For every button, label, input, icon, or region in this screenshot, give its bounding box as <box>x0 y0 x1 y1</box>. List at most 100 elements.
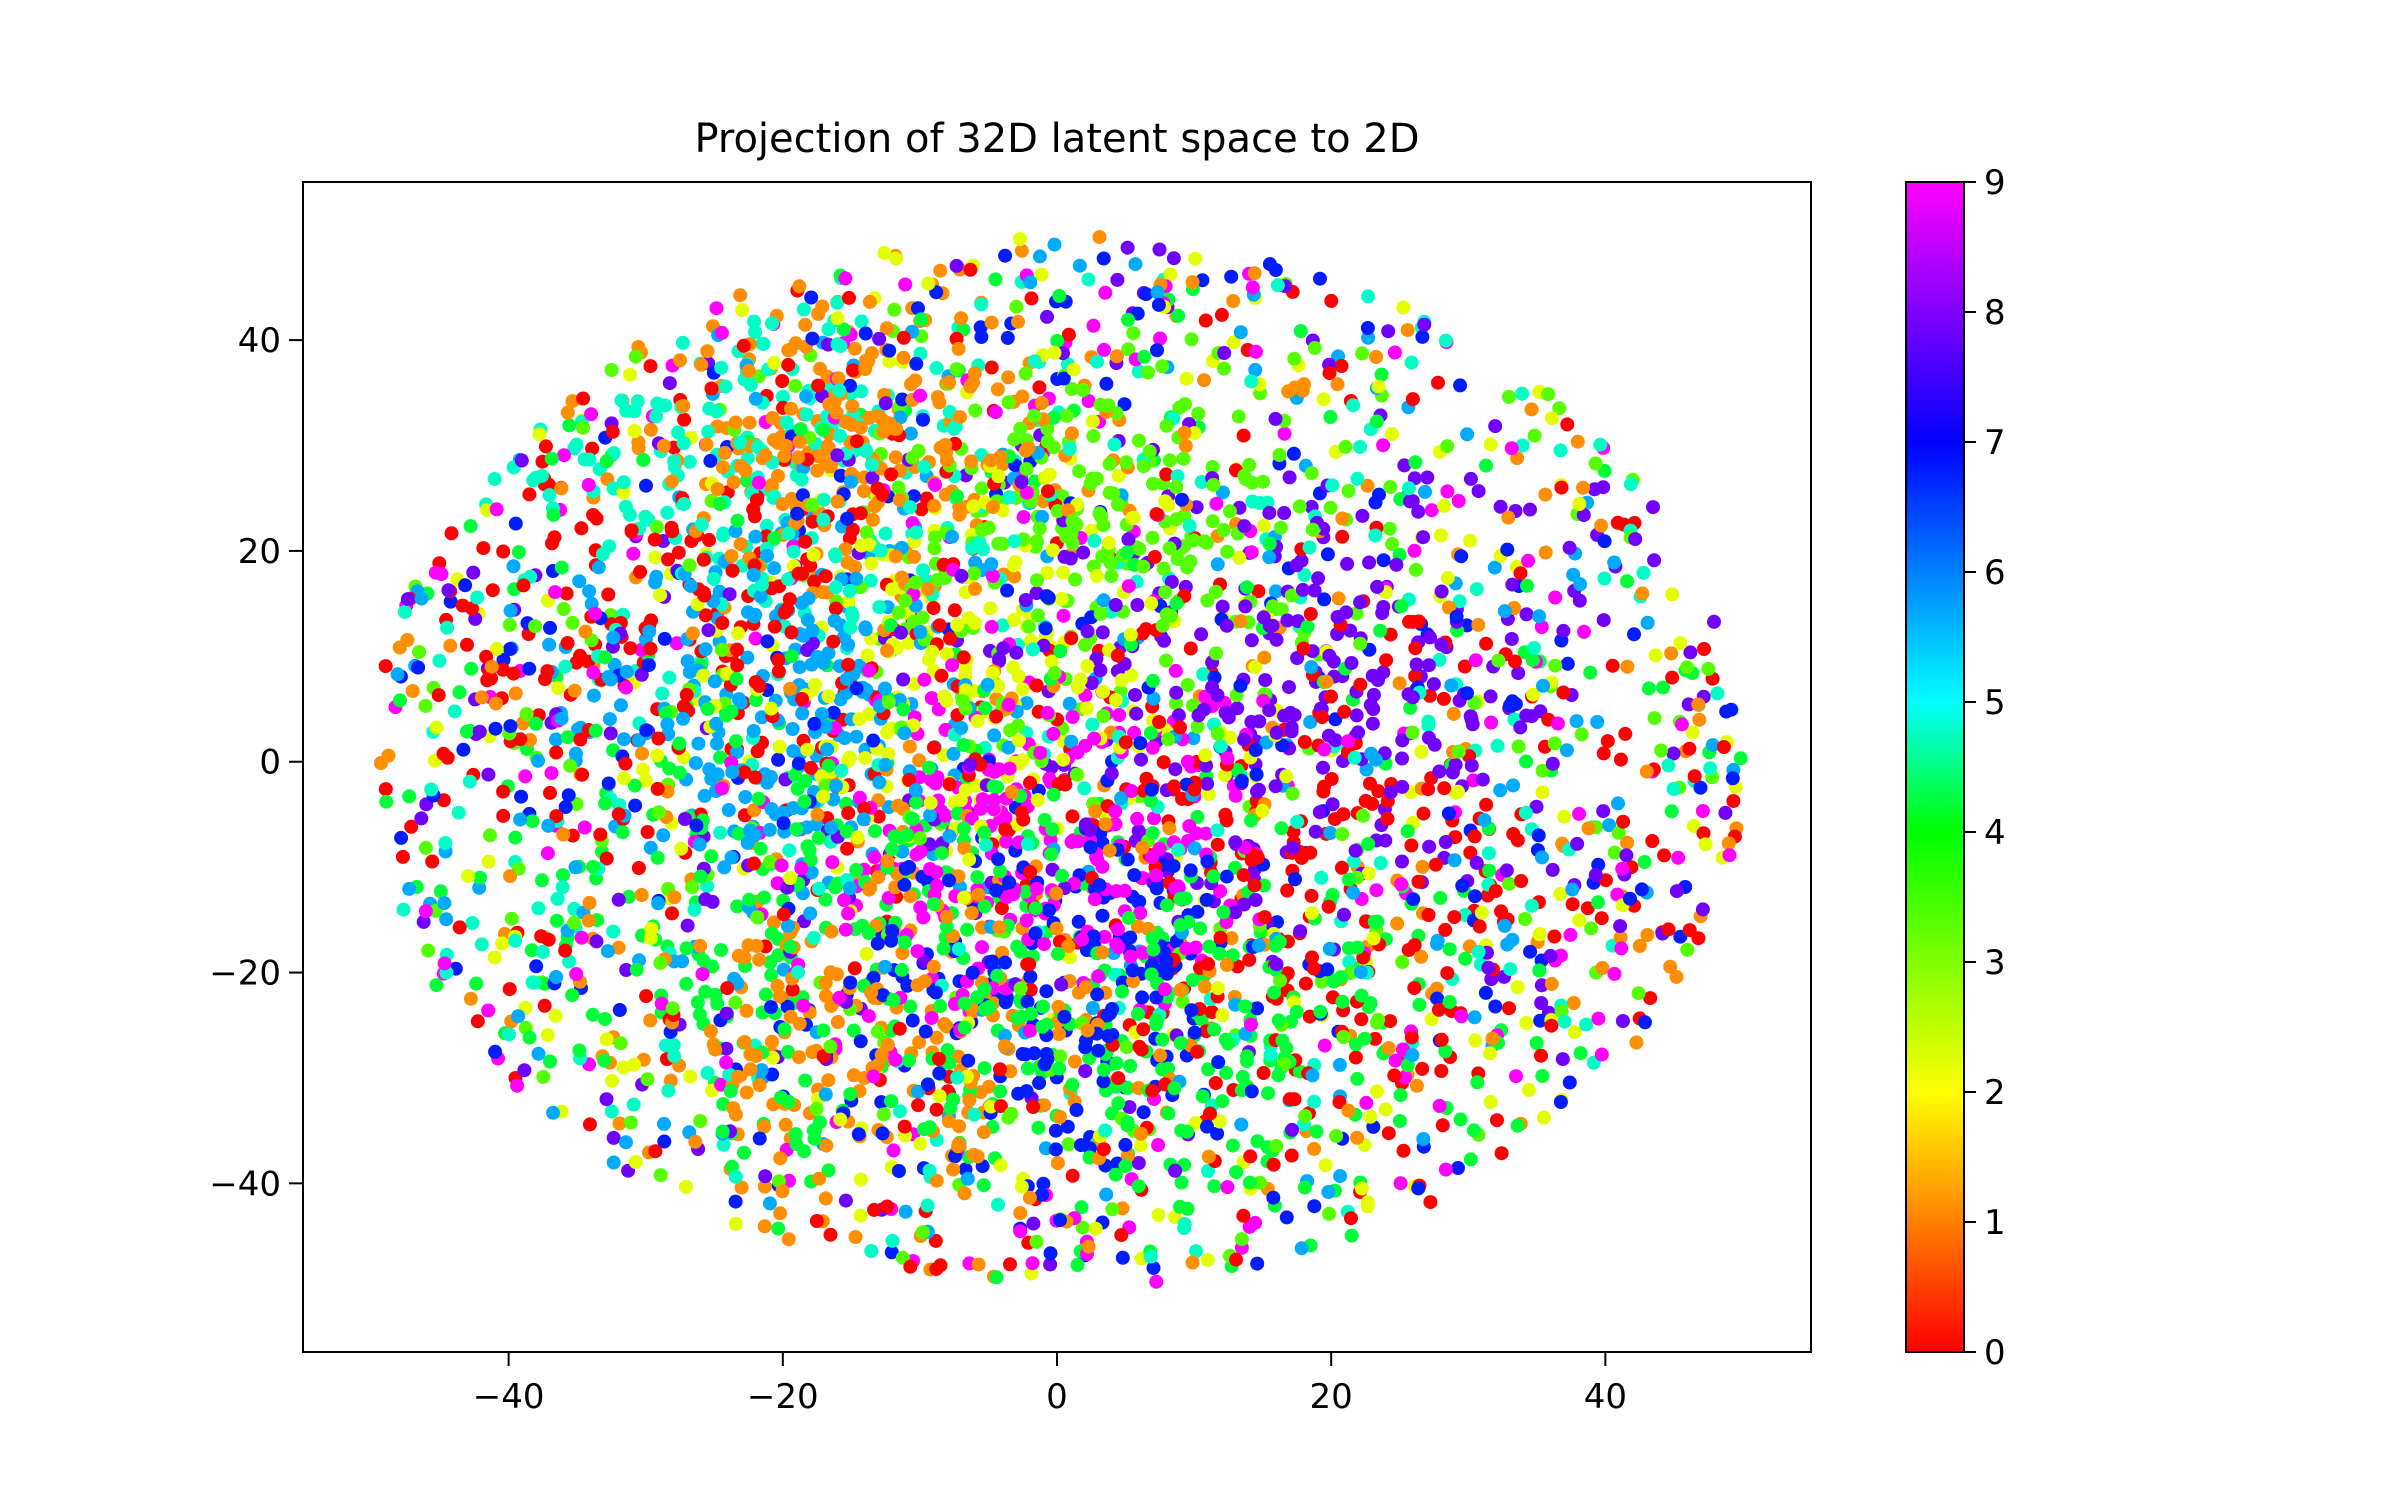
data-point <box>800 612 815 627</box>
data-point <box>1108 804 1123 819</box>
data-point <box>1119 1040 1134 1055</box>
data-point <box>823 965 838 980</box>
data-point <box>1159 653 1173 668</box>
data-point <box>1032 249 1047 264</box>
data-point <box>1217 361 1231 376</box>
data-point <box>1037 470 1052 485</box>
data-point <box>1087 892 1102 907</box>
data-point <box>878 526 893 541</box>
data-point <box>838 271 853 286</box>
data-point <box>889 422 904 436</box>
data-point <box>781 357 796 372</box>
data-point <box>823 1039 838 1054</box>
data-point <box>1210 837 1225 852</box>
data-point <box>481 854 496 869</box>
data-point <box>1013 232 1027 246</box>
data-point <box>908 598 923 613</box>
data-point <box>1342 955 1357 969</box>
data-point <box>586 859 601 874</box>
data-point <box>1434 1064 1449 1078</box>
data-point <box>560 636 575 650</box>
data-point <box>1614 941 1629 956</box>
data-point <box>1414 949 1429 964</box>
data-point <box>879 321 894 336</box>
data-point <box>693 869 708 884</box>
data-point <box>595 547 610 562</box>
data-point <box>1509 1069 1523 1084</box>
data-point <box>1262 505 1277 520</box>
data-point <box>1591 895 1605 910</box>
data-point <box>1329 1129 1344 1143</box>
data-point <box>1304 906 1319 921</box>
data-point <box>923 808 937 823</box>
data-point <box>606 1155 621 1170</box>
data-point <box>957 841 972 856</box>
data-point <box>1149 881 1164 896</box>
data-point <box>1268 411 1283 426</box>
data-point <box>468 611 483 626</box>
data-point <box>1538 545 1553 560</box>
data-point <box>1397 458 1412 473</box>
data-point <box>487 950 502 965</box>
data-point <box>1210 823 1225 838</box>
data-point <box>851 1127 866 1142</box>
data-point <box>1570 836 1585 851</box>
data-point <box>1215 1008 1230 1023</box>
data-point <box>547 530 562 545</box>
data-point <box>833 692 848 707</box>
data-point <box>1213 739 1228 754</box>
data-point <box>1523 502 1537 517</box>
data-point <box>1200 854 1215 869</box>
data-point <box>1353 636 1368 651</box>
data-point <box>904 377 918 392</box>
data-point <box>993 1099 1008 1114</box>
data-point <box>1197 979 1212 994</box>
data-point <box>655 686 670 701</box>
data-point <box>733 435 748 450</box>
data-point <box>485 583 500 598</box>
data-point <box>1363 1109 1378 1124</box>
data-point <box>577 820 592 835</box>
data-point <box>1635 586 1650 601</box>
data-point <box>1186 731 1201 746</box>
data-point <box>845 399 860 414</box>
data-point <box>611 892 626 907</box>
data-point <box>1500 937 1515 952</box>
data-point <box>806 547 821 562</box>
data-point <box>1514 874 1529 888</box>
data-point <box>730 658 745 673</box>
data-point <box>1312 805 1327 820</box>
data-point <box>701 424 716 439</box>
data-point <box>1594 1047 1609 1062</box>
data-point <box>865 512 880 527</box>
data-point <box>1387 1068 1402 1083</box>
data-point <box>1155 1062 1170 1077</box>
data-point <box>470 590 485 605</box>
data-point <box>771 1221 786 1236</box>
data-point <box>1018 1047 1033 1062</box>
data-point <box>1427 737 1442 752</box>
data-point <box>967 566 982 581</box>
data-point <box>676 436 691 451</box>
data-point <box>584 407 599 422</box>
data-point <box>871 870 886 885</box>
data-point <box>431 688 446 703</box>
data-point <box>677 812 692 826</box>
data-point <box>813 361 827 376</box>
data-point <box>910 944 925 959</box>
data-point <box>993 864 1008 879</box>
data-point <box>1015 389 1030 404</box>
data-point <box>1114 673 1129 688</box>
data-point <box>1217 768 1232 783</box>
data-point <box>558 800 573 814</box>
data-point <box>1643 991 1658 1006</box>
data-point <box>1074 1200 1089 1215</box>
data-point <box>1411 614 1426 629</box>
data-point <box>815 449 830 464</box>
data-point <box>1076 545 1091 560</box>
data-point <box>1168 762 1183 777</box>
data-point <box>963 262 978 277</box>
data-point <box>1167 1081 1182 1096</box>
data-point <box>1390 916 1405 931</box>
data-point <box>716 526 731 541</box>
